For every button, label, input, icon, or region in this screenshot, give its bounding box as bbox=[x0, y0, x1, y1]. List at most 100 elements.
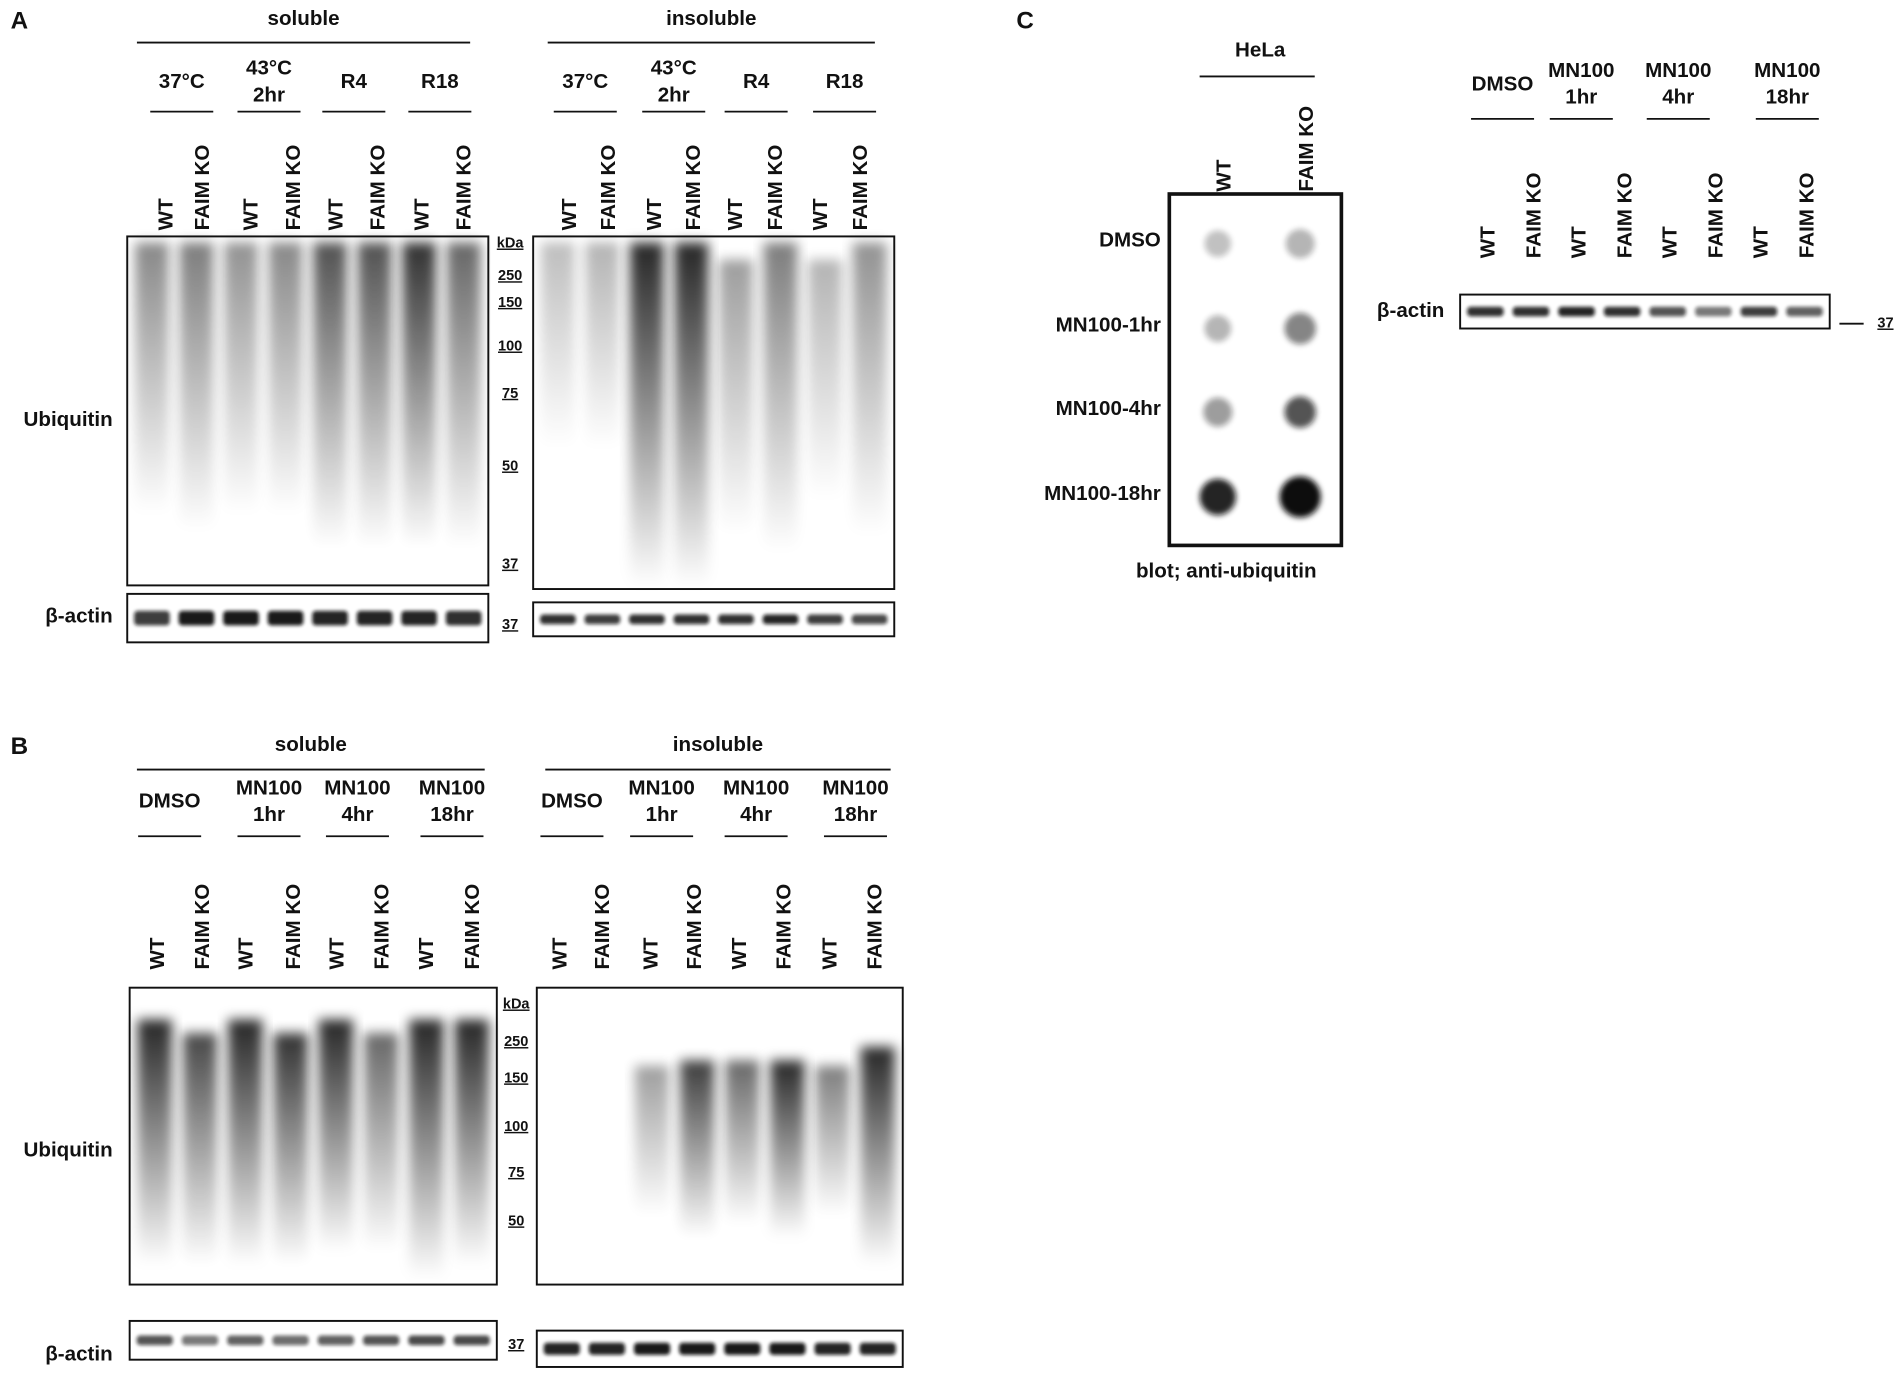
band bbox=[634, 1342, 671, 1355]
lane-label: WT bbox=[410, 198, 433, 230]
smear bbox=[634, 1065, 670, 1216]
band bbox=[227, 1335, 264, 1346]
smear bbox=[629, 242, 664, 587]
blot bbox=[535, 1329, 904, 1368]
row-label: MN100-18hr bbox=[1044, 482, 1161, 505]
panel-label: B bbox=[11, 733, 29, 760]
lane-label: WT bbox=[1749, 226, 1772, 258]
band bbox=[408, 1335, 445, 1346]
marker-label: 100 bbox=[498, 339, 522, 355]
band bbox=[401, 610, 437, 626]
lane-label: FAIM KO bbox=[1795, 172, 1818, 258]
lane-label: WT bbox=[724, 198, 747, 230]
marker-label: 37 bbox=[508, 1337, 524, 1353]
lane-label: FAIM KO bbox=[597, 145, 620, 231]
band bbox=[762, 614, 799, 625]
lane-label: FAIM KO bbox=[1523, 172, 1546, 258]
lane-label: WT bbox=[1213, 159, 1236, 191]
group-title: insoluble bbox=[673, 733, 763, 756]
lane-label: FAIM KO bbox=[282, 884, 305, 970]
band bbox=[317, 1335, 354, 1346]
dot bbox=[1203, 397, 1233, 427]
lane-label: FAIM KO bbox=[1295, 106, 1318, 192]
row-label: β-actin bbox=[45, 604, 112, 627]
lane-label: FAIM KO bbox=[591, 884, 614, 970]
row-label: β-actin bbox=[1377, 299, 1444, 322]
blot bbox=[1167, 192, 1344, 548]
marker-label: 37 bbox=[1877, 316, 1893, 332]
blot bbox=[535, 986, 904, 1286]
smear bbox=[179, 242, 214, 531]
smear bbox=[228, 1019, 263, 1265]
lane-label: WT bbox=[558, 198, 581, 230]
condition-label: MN100 bbox=[628, 776, 694, 799]
lane-label: WT bbox=[1477, 226, 1500, 258]
band bbox=[679, 1342, 716, 1355]
dot bbox=[1199, 478, 1236, 516]
smear bbox=[224, 242, 258, 514]
condition-label: 2hr bbox=[658, 83, 690, 106]
condition-label: 37°C bbox=[562, 70, 608, 93]
band bbox=[1558, 306, 1595, 317]
band bbox=[629, 614, 665, 625]
lane-label: WT bbox=[643, 198, 666, 230]
row-label: Ubiquitin bbox=[24, 408, 113, 431]
condition-label: MN100 bbox=[1754, 59, 1820, 82]
marker-label: 50 bbox=[508, 1213, 524, 1229]
band bbox=[453, 1335, 490, 1346]
lane-label: WT bbox=[639, 937, 662, 969]
band bbox=[540, 614, 576, 625]
band bbox=[445, 610, 482, 626]
lane-label: FAIM KO bbox=[367, 145, 390, 231]
dot bbox=[1204, 315, 1232, 342]
row-label: DMSO bbox=[1099, 229, 1161, 252]
band bbox=[136, 1335, 173, 1346]
lane-label: WT bbox=[415, 937, 438, 969]
band bbox=[267, 610, 304, 626]
band bbox=[851, 614, 888, 625]
band bbox=[356, 610, 393, 626]
blot bbox=[532, 235, 896, 591]
smear bbox=[852, 242, 887, 535]
smear bbox=[815, 1065, 850, 1216]
condition-label: 4hr bbox=[1662, 86, 1694, 109]
blot bbox=[126, 592, 490, 644]
row-label: Ubiquitin bbox=[24, 1139, 113, 1162]
condition-label: R18 bbox=[421, 70, 459, 93]
lane-label: FAIM KO bbox=[1614, 172, 1637, 258]
condition-label: MN100 bbox=[236, 776, 302, 799]
condition-label: 18hr bbox=[1766, 86, 1809, 109]
condition-label: 2hr bbox=[253, 83, 285, 106]
condition-label: R18 bbox=[826, 70, 864, 93]
blot bbox=[532, 601, 896, 638]
smear bbox=[182, 1033, 218, 1265]
band bbox=[363, 1335, 400, 1346]
panel-label: C bbox=[1016, 7, 1033, 34]
band bbox=[1649, 306, 1686, 317]
smear bbox=[363, 1033, 399, 1252]
condition-label: 1hr bbox=[646, 803, 678, 826]
smear bbox=[674, 242, 709, 587]
marker-label: 37 bbox=[502, 557, 518, 573]
group-title: soluble bbox=[268, 7, 340, 30]
lane-label: WT bbox=[155, 198, 178, 230]
lane-label: FAIM KO bbox=[864, 884, 887, 970]
condition-label: MN100 bbox=[1645, 59, 1711, 82]
condition-label: MN100 bbox=[822, 776, 888, 799]
blot bbox=[128, 1319, 498, 1361]
band bbox=[272, 1335, 309, 1346]
marker-label: 150 bbox=[504, 1070, 528, 1086]
marker-label: 100 bbox=[504, 1119, 528, 1135]
group-title: soluble bbox=[275, 733, 347, 756]
lane-label: FAIM KO bbox=[370, 884, 393, 970]
condition-label: DMSO bbox=[139, 790, 201, 813]
smear bbox=[763, 242, 798, 553]
row-label: β-actin bbox=[45, 1342, 112, 1365]
lane-label: FAIM KO bbox=[191, 145, 214, 231]
band bbox=[673, 614, 710, 625]
condition-label: MN100 bbox=[1548, 59, 1614, 82]
band bbox=[769, 1342, 806, 1355]
lane-label: WT bbox=[548, 937, 571, 969]
